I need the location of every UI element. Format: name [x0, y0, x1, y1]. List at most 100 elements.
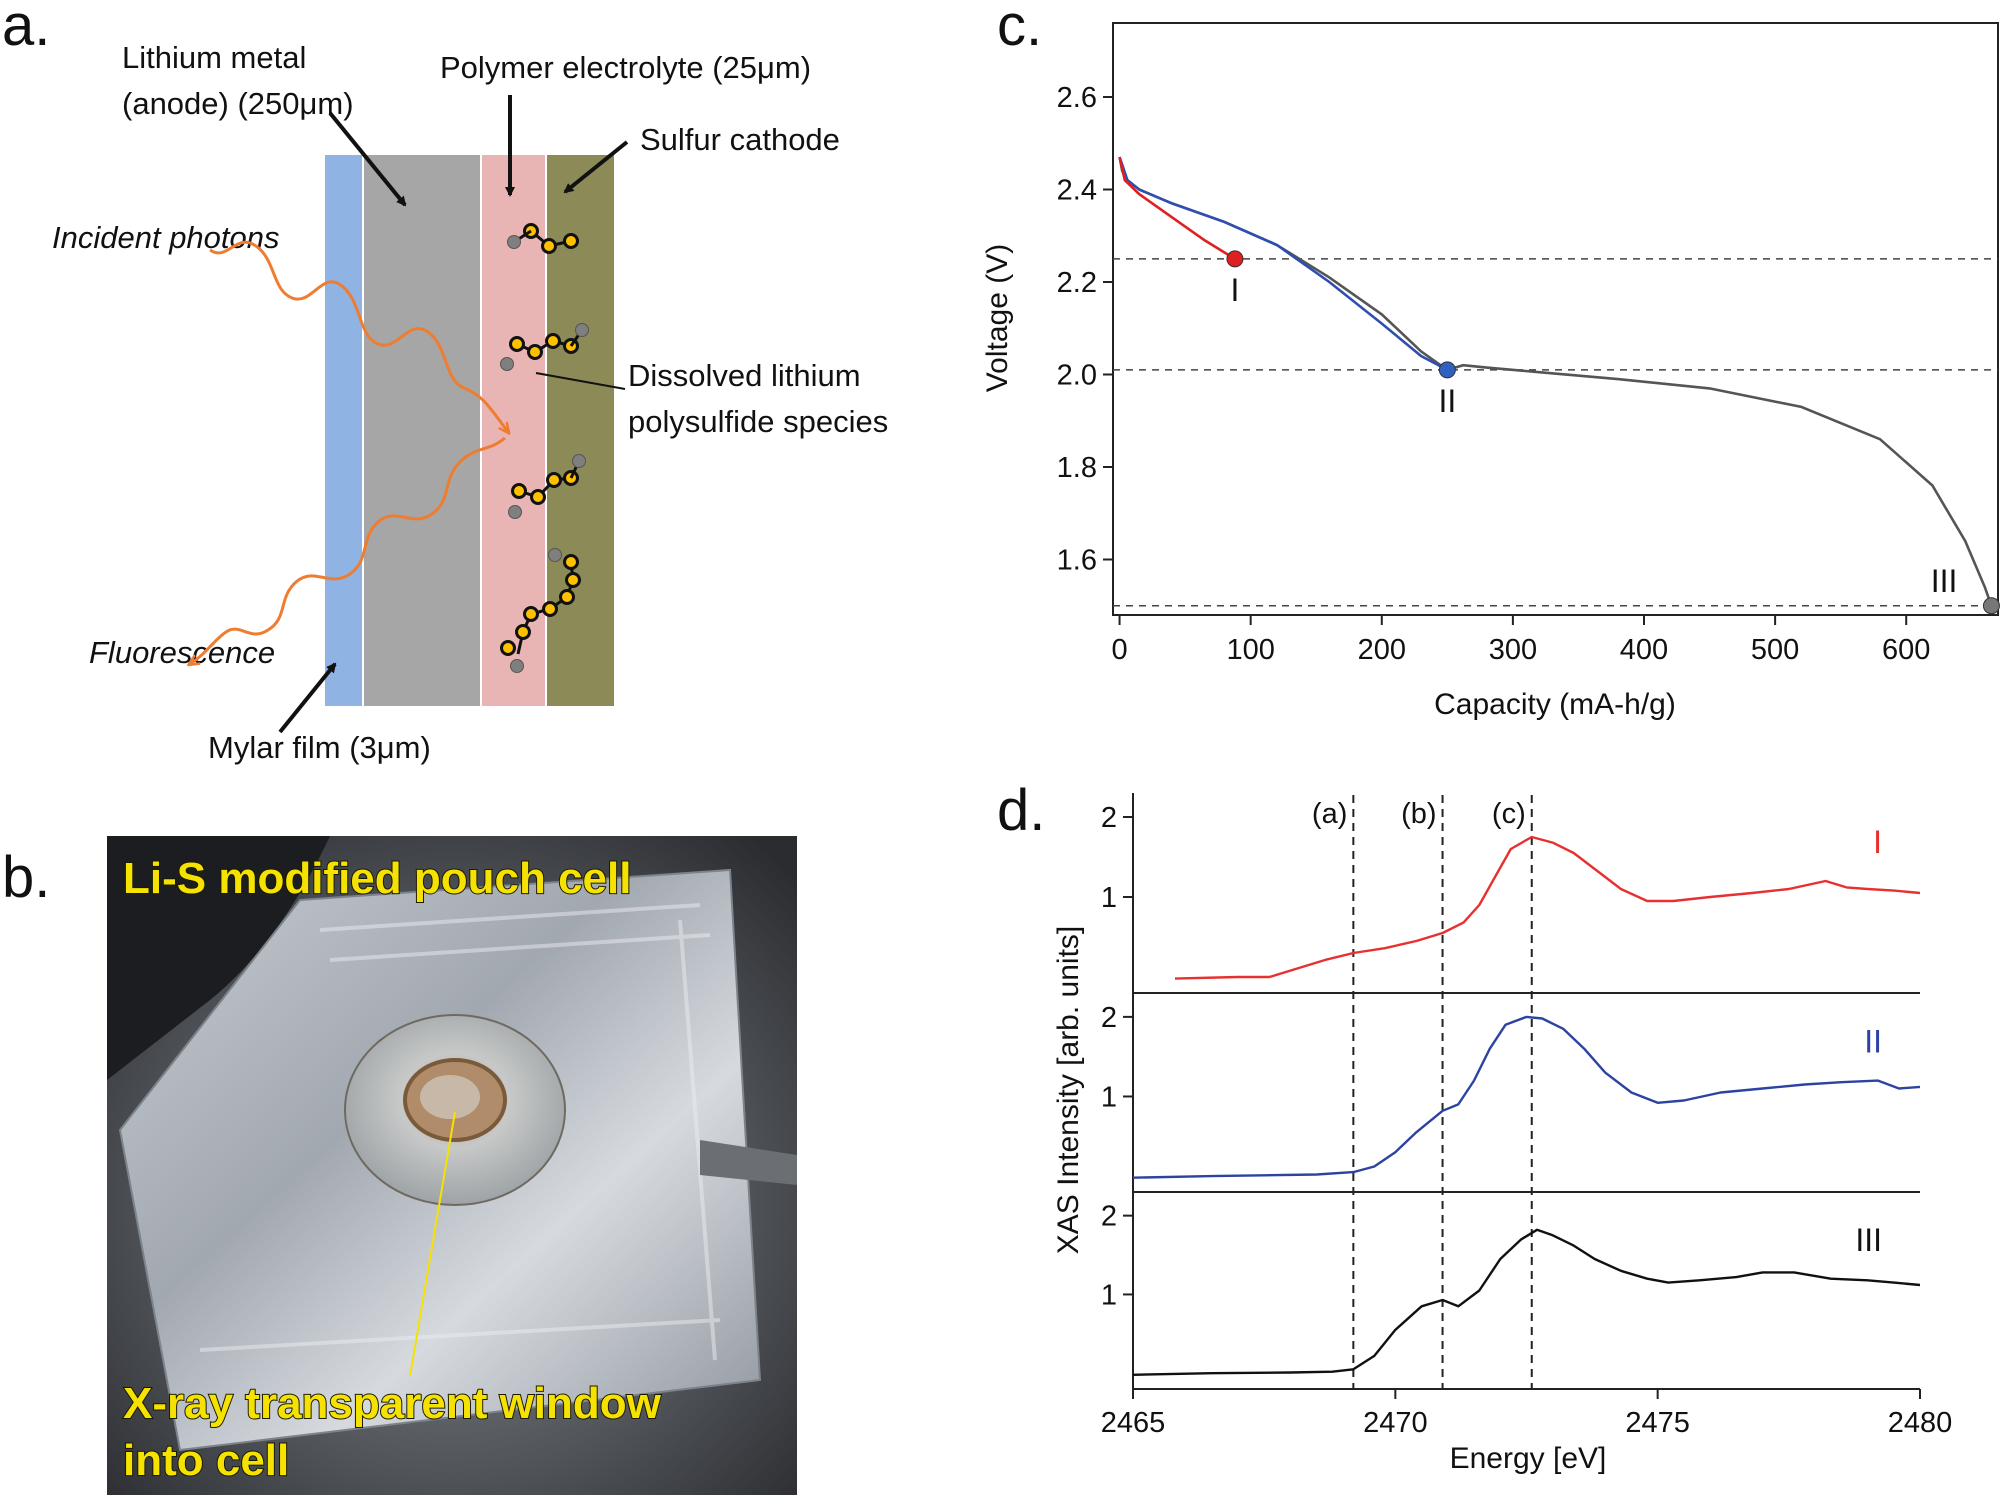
window-label-line2: into cell: [123, 1436, 289, 1485]
electrolyte-label: Polymer electrolyte (25μm): [440, 50, 811, 85]
polysulfide-chain: [508, 454, 586, 519]
x-tick-label: 2470: [1363, 1407, 1428, 1439]
y-tick-label: 2: [1101, 1002, 1117, 1034]
state-point-I: [1226, 250, 1244, 268]
x-tick-label: 2475: [1625, 1407, 1690, 1439]
energy-reference-lines: (a) (b) (c): [1312, 795, 1533, 1389]
sulfur-atom: [511, 483, 527, 499]
y-tick-label: 2: [1101, 1201, 1117, 1233]
xas-y-axis: 1 2 1 2 1 2: [1101, 802, 1133, 1311]
x-tick-label: 600: [1882, 634, 1930, 666]
panel-d-letter: d.: [997, 778, 1045, 843]
fluorescence-label: Fluorescence: [89, 635, 275, 670]
window-pointer-line: [409, 1111, 456, 1377]
lithium-atom: [508, 505, 522, 519]
xray-window-highlight: [420, 1075, 480, 1119]
x-tick-label: 300: [1489, 634, 1537, 666]
sulfur-atom: [509, 336, 525, 352]
panel-a: a. Lithium metal (anode) (250μm) Polymer…: [2, 0, 888, 765]
y-tick-label: 2.2: [1057, 267, 1097, 299]
xas-x-axis: 2465 2470 2475 2480: [1101, 1389, 1953, 1439]
photo-shadow-region: [107, 836, 330, 1080]
xas-spectrum-I: [1174, 835, 1921, 980]
polysulfide-label-line1: Dissolved lithium: [628, 358, 861, 393]
x-tick-label: 2480: [1888, 1407, 1953, 1439]
polysulfide-chain: [500, 548, 581, 673]
voltage-curve-1: [1118, 156, 1993, 607]
state-point-label: II: [1438, 383, 1456, 419]
lithium-anode-layer: [363, 155, 481, 706]
x-tick-label: 0: [1111, 634, 1127, 666]
lithium-atom: [507, 235, 521, 249]
incident-photons-label: Incident photons: [52, 220, 280, 255]
polysulfide-molecules: [500, 223, 589, 673]
mylar-pointer-arrow: [278, 662, 337, 734]
energy-axis-title: Energy [eV]: [1450, 1442, 1607, 1475]
y-tick-label: 2: [1101, 802, 1117, 834]
xas-series-label: I: [1873, 824, 1882, 860]
lithium-atom: [575, 323, 589, 337]
xas-spectrum-III: [1132, 1228, 1921, 1376]
panel-b: b. Li-S modified pouch cell X-ray transp…: [2, 836, 797, 1495]
window-label-line1: X-ray transparent window: [123, 1379, 662, 1428]
pouch-cell-title: Li-S modified pouch cell: [123, 854, 631, 903]
sulfur-atom: [500, 640, 516, 656]
panel-c: c. 1.6 1.8 2.0 2.2 2.4 2.6 0 100 200 300 400 500 60…: [981, 0, 2000, 721]
sulfur-atom: [546, 472, 562, 488]
incident-photon-wave: [209, 240, 508, 432]
voltage-curve-2: [1118, 156, 1448, 372]
lithium-atom: [548, 548, 562, 562]
xas-series-label: III: [1855, 1222, 1882, 1258]
energy-reference-label: (b): [1401, 798, 1436, 830]
state-point-label: I: [1230, 272, 1239, 308]
sulfur-atom: [542, 601, 558, 617]
panel-a-letter: a.: [2, 0, 50, 58]
x-tick-label: 200: [1358, 634, 1406, 666]
voltage-axis-title: Voltage (V): [981, 244, 1014, 392]
sulfur-atom: [563, 554, 579, 570]
polysulfide-pointer-line: [535, 372, 626, 390]
anode-pointer-arrow: [328, 111, 407, 207]
capacity-axis-title: Capacity (mA-h/g): [1434, 688, 1676, 721]
xas-series-label: II: [1864, 1024, 1882, 1060]
voltage-plot-frame: [1112, 22, 1999, 616]
x-tick-label: 2465: [1101, 1407, 1166, 1439]
polysulfide-chain: [500, 323, 589, 371]
voltage-y-axis: 1.6 1.8 2.0 2.2 2.4 2.6: [1057, 82, 1113, 577]
y-tick-label: 1.6: [1057, 545, 1097, 577]
capacity-x-axis: 0 100 200 300 400 500 600: [1111, 615, 1930, 666]
energy-reference-label: (a): [1312, 798, 1347, 830]
lithium-atom: [500, 357, 514, 371]
sulfur-cathode-layer: [546, 155, 614, 706]
pouch-seal-lines: [199, 903, 721, 1361]
y-tick-label: 1: [1101, 1081, 1117, 1113]
voltage-reference-lines: [1113, 258, 1998, 607]
x-tick-label: 400: [1620, 634, 1668, 666]
x-tick-label: 100: [1226, 634, 1274, 666]
voltage-curve-3: [1118, 156, 1236, 261]
lithium-atom: [572, 454, 586, 468]
sulfur-atom: [527, 344, 543, 360]
sulfur-atom: [515, 624, 531, 640]
panel-b-letter: b.: [2, 845, 50, 910]
state-point-III: [1982, 597, 2000, 615]
state-point-label: III: [1931, 563, 1958, 599]
fluorescence-wave: [190, 436, 506, 664]
panel-c-letter: c.: [997, 0, 1042, 58]
y-tick-label: 1: [1101, 882, 1117, 914]
sulfur-atom: [545, 333, 561, 349]
state-point-II: [1438, 361, 1456, 379]
anode-label-line1: Lithium metal: [122, 40, 306, 75]
mylar-film-layer: [325, 155, 363, 706]
voltage-curves: [1118, 156, 1993, 607]
sulfur-atom: [530, 489, 546, 505]
cathode-label: Sulfur cathode: [640, 122, 840, 157]
y-tick-label: 2.4: [1057, 175, 1097, 207]
cell-tab: [700, 1140, 797, 1185]
sulfur-atom: [565, 572, 581, 588]
sulfur-atom: [563, 233, 579, 249]
